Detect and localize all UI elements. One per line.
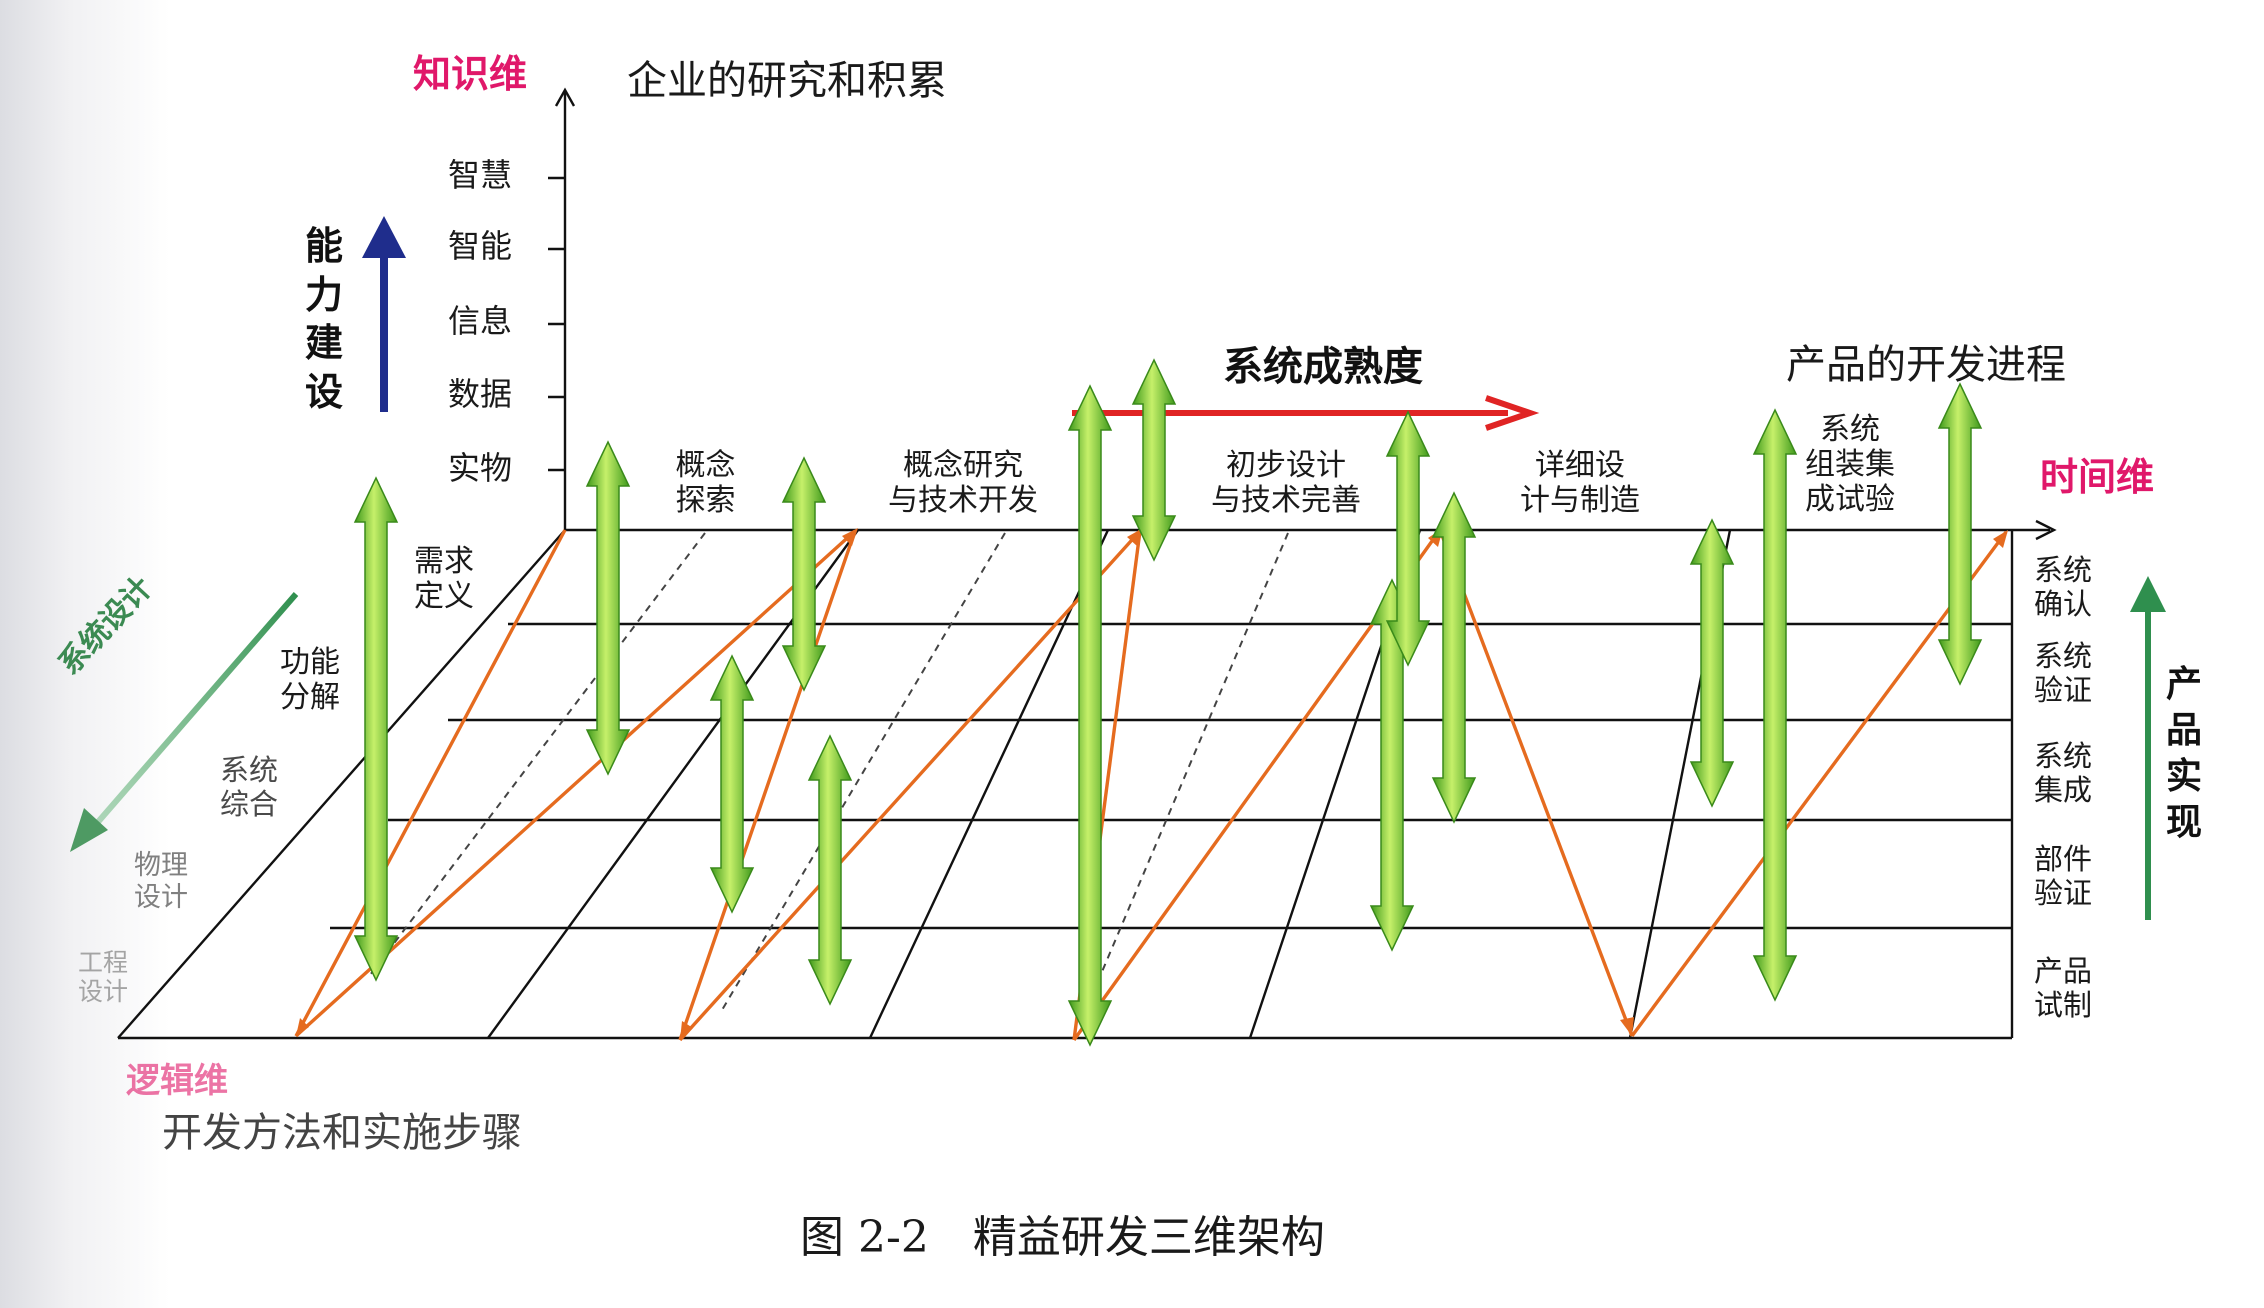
orange-development-path <box>294 529 2008 1042</box>
level-product-trial: 产品 试制 <box>2034 954 2093 1022</box>
logic-axis-description: 开发方法和实施步骤 <box>162 1110 522 1156</box>
knowledge-level-intelligence: 智能 <box>448 227 513 265</box>
logic-axis-line <box>117 529 566 1039</box>
orange-arrowhead-4 <box>1127 528 1143 546</box>
dashed-guide-2 <box>721 532 1006 1011</box>
knowledge-level-wisdom: 智慧 <box>448 156 513 194</box>
level-system-confirmation: 系统 确认 <box>2034 553 2093 621</box>
orange-path-segment-7 <box>1438 529 1634 1037</box>
double-arrow-icon <box>1937 382 1983 686</box>
orange-arrowheads <box>296 528 2008 1040</box>
knowledge-axis-arrowhead <box>554 87 576 107</box>
double-arrow-icon <box>1431 491 1477 824</box>
stage-preliminary-design: 初步设计 与技术完善 <box>1211 448 1361 519</box>
green-double-arrows <box>353 358 1983 1047</box>
stage-detailed-design: 详细设 计与制造 <box>1520 448 1640 519</box>
design-arrow-head <box>70 808 108 852</box>
time-axis-name: 时间维 <box>2040 455 2155 499</box>
capability-label: 能力建设 <box>304 224 343 414</box>
maturity-arrow-head <box>1485 395 1540 431</box>
stage-system-integration-test: 系统 组装集 成试验 <box>1805 412 1895 518</box>
realization-label: 产品实现 <box>2165 664 2202 844</box>
step-requirements-definition: 需求 定义 <box>414 544 474 615</box>
dashed-guides <box>369 532 1289 1011</box>
orange-arrowhead-2 <box>842 528 858 546</box>
step-function-decomposition: 功能 分解 <box>280 645 340 716</box>
grid-slant-2 <box>868 529 1110 1039</box>
knowledge-level-information: 信息 <box>448 302 513 340</box>
stage-concept-research: 概念研究 与技术开发 <box>888 448 1038 519</box>
double-arrow-icon <box>709 654 755 914</box>
orange-path-segment-3 <box>678 530 857 1041</box>
time-axis-arrowhead <box>2035 519 2057 541</box>
double-arrow-icon <box>807 734 853 1006</box>
dashed-guide-1 <box>369 532 706 976</box>
capability-arrow-head <box>362 216 406 258</box>
step-system-synthesis: 系统 综合 <box>220 753 279 821</box>
double-arrow-icon <box>1385 410 1431 667</box>
orange-arrowhead-7 <box>1993 530 2008 548</box>
knowledge-axis-name: 知识维 <box>413 52 528 96</box>
logic-axis-name: 逻辑维 <box>126 1061 228 1101</box>
knowledge-level-data: 数据 <box>448 375 513 413</box>
orange-arrowhead-6 <box>1620 1017 1634 1036</box>
design-arrow-shaft <box>95 592 299 824</box>
orange-path-segment-8 <box>1630 530 2008 1038</box>
time-axis-description: 产品的开发进程 <box>1786 342 2066 388</box>
maturity-label: 系统成熟度 <box>1223 344 1423 390</box>
orange-arrowhead-1 <box>296 1018 309 1036</box>
design-arrow-icon <box>70 592 299 852</box>
knowledge-axis-description: 企业的研究和积累 <box>627 58 947 104</box>
double-arrow-icon <box>1131 358 1177 562</box>
orange-path-segment-4 <box>678 529 1142 1042</box>
level-system-integration: 系统 集成 <box>2034 739 2093 807</box>
double-arrow-icon <box>1067 384 1113 1047</box>
level-system-verification: 系统 验证 <box>2034 639 2093 707</box>
orange-path-segment-1 <box>294 529 567 1037</box>
figure-caption: 图 2-2 精益研发三维架构 <box>800 1212 1325 1263</box>
step-physical-design: 物理 设计 <box>134 850 188 913</box>
knowledge-level-physical: 实物 <box>448 449 513 487</box>
orange-arrowhead-3 <box>680 1021 693 1040</box>
capability-arrow-icon <box>362 216 406 412</box>
double-arrow-icon <box>353 476 399 982</box>
double-arrow-icon <box>585 440 631 776</box>
double-arrow-icon <box>1752 408 1798 1002</box>
double-arrow-icon <box>781 456 827 692</box>
stage-concept-exploration: 概念 探索 <box>675 448 736 519</box>
double-arrow-icon <box>1689 518 1735 808</box>
realization-arrow-icon <box>2130 576 2166 920</box>
level-component-verification: 部件 验证 <box>2034 842 2093 910</box>
step-engineering-design: 工程 设计 <box>78 948 129 1007</box>
dashed-guide-3 <box>1089 532 1289 1001</box>
realization-arrow-head <box>2130 576 2166 612</box>
